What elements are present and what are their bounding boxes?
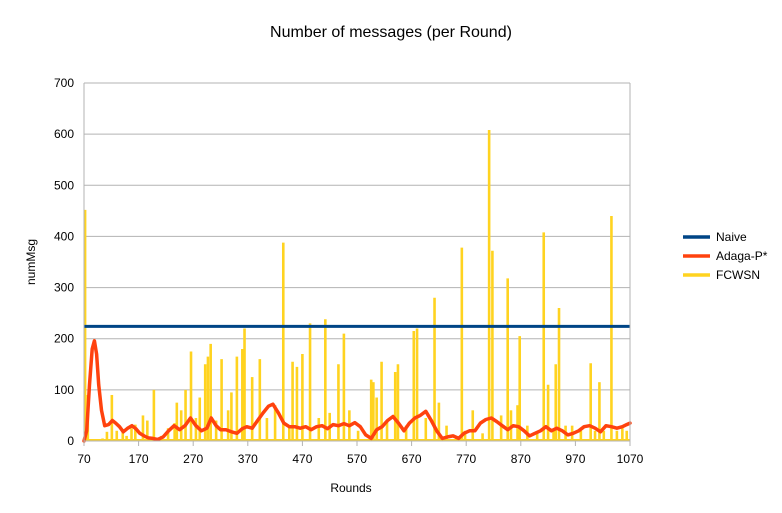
y-tick-label: 0 (67, 434, 74, 448)
legend-entry: Naive (716, 230, 747, 244)
x-tick-label: 370 (238, 452, 258, 466)
grid (84, 82, 630, 442)
y-tick-label: 400 (54, 229, 74, 243)
x-tick-label: 470 (292, 452, 312, 466)
y-tick-label: 500 (54, 178, 74, 192)
x-tick-label: 870 (511, 452, 531, 466)
x-tick-label: 670 (402, 452, 422, 466)
x-tick-label: 70 (77, 452, 91, 466)
legend-entry: FCWSN (716, 268, 760, 282)
series-adaga-p-line (82, 339, 632, 443)
y-tick-label: 200 (54, 332, 74, 346)
x-tick-label: 170 (129, 452, 149, 466)
x-tick-label: 970 (565, 452, 585, 466)
y-axis-label: numMsg (24, 239, 38, 285)
plot-area (82, 130, 632, 443)
legend-entry: Adaga-P* (716, 249, 768, 263)
y-tick-labels: 0 100 200 300 400 500 600 700 (54, 76, 74, 448)
x-tick-label: 570 (347, 452, 367, 466)
axes (83, 83, 631, 446)
y-tick-label: 600 (54, 127, 74, 141)
series-fcwsn (83, 130, 630, 441)
x-tick-label: 1070 (617, 452, 644, 466)
y-tick-label: 300 (54, 281, 74, 295)
legend: Naive Adaga-P* FCWSN (683, 230, 768, 282)
x-tick-label: 270 (183, 452, 203, 466)
y-tick-label: 700 (54, 76, 74, 90)
x-tick-label: 770 (456, 452, 476, 466)
chart-title: Number of messages (per Round) (270, 24, 512, 41)
x-axis-label: Rounds (330, 481, 371, 495)
x-tick-labels: 70 170 270 370 470 570 670 770 870 970 1070 (77, 452, 643, 466)
y-tick-label: 100 (54, 383, 74, 397)
